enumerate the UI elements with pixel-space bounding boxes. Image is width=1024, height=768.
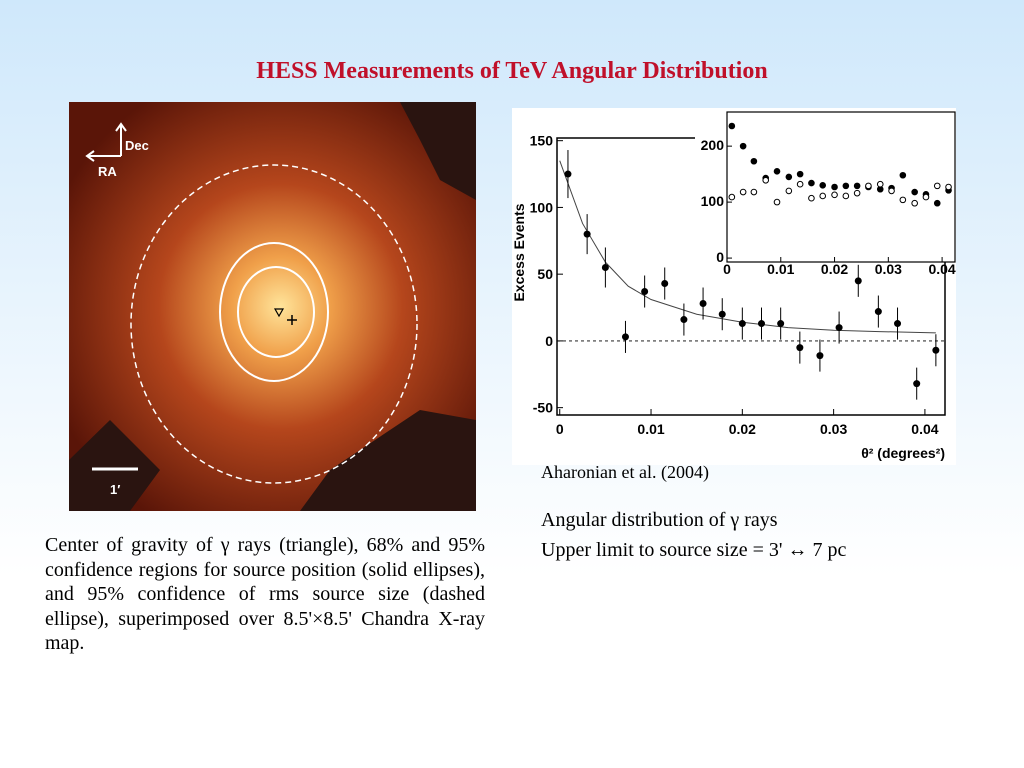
inset-point [911, 188, 918, 196]
x-axis-label: θ² (degrees²) [861, 445, 945, 461]
data-point [757, 320, 765, 328]
inset-point [911, 199, 918, 207]
inset-point [808, 179, 815, 187]
axis-frame [556, 137, 946, 416]
inset-point [762, 176, 770, 184]
data-point [816, 352, 824, 360]
note: Upper limit to source size = 3' ↔ 7 pc [541, 539, 847, 561]
inset-point [819, 192, 827, 200]
scale-label: 1′ [110, 482, 120, 497]
inset-point [739, 188, 747, 196]
map-caption: Center of gravity of γ rays (triangle), … [45, 534, 485, 654]
inset-point [796, 170, 804, 178]
inset-point [899, 196, 907, 204]
inset-point [865, 182, 872, 190]
inset-x-tick-label: 0.03 [875, 261, 902, 277]
inset-point [728, 122, 736, 130]
fit-curve [559, 160, 936, 334]
data-point [621, 333, 629, 341]
y-tick-label: 50 [537, 266, 553, 282]
inset-point [785, 173, 793, 181]
data-point [894, 320, 902, 328]
data-point [680, 316, 688, 324]
inset-x-tick-label: 0.02 [821, 261, 848, 277]
title: HESS Measurements of TeV Angular Distrib… [256, 58, 767, 84]
inset-point [773, 168, 781, 175]
x-tick-label: 0 [556, 421, 564, 437]
inset-point [899, 171, 907, 179]
data-point [932, 346, 940, 354]
x-tick-label: 0.03 [820, 421, 847, 437]
inset-point [876, 180, 884, 188]
data-point [777, 320, 785, 328]
inset-point [739, 142, 747, 150]
inset-point [796, 180, 804, 188]
data-point [796, 344, 804, 352]
data-point [854, 277, 862, 285]
y-tick-label: -50 [533, 400, 553, 416]
y-tick-label: 150 [530, 133, 554, 149]
credit: Aharonian et al. (2004) [541, 462, 709, 482]
inset-point [853, 182, 861, 190]
inset-point [750, 157, 758, 165]
xray-map [69, 102, 476, 511]
ra-label: RA [98, 164, 117, 179]
data-point [661, 280, 669, 288]
inset-point [785, 187, 793, 195]
inset-point [945, 183, 952, 191]
inset-x-tick-label: 0 [723, 261, 731, 277]
inset-point [819, 182, 827, 189]
inset-y-tick-label: 200 [701, 137, 725, 153]
inset-point [853, 189, 861, 197]
data-point [738, 320, 746, 328]
dec-label: Dec [125, 138, 149, 153]
data-point [913, 380, 921, 388]
y-axis-label: Excess Events [511, 203, 527, 301]
data-point [564, 170, 572, 178]
inset-point [842, 182, 850, 190]
data-point [601, 263, 609, 271]
inset-point [831, 191, 838, 199]
data-point [874, 308, 882, 316]
data-point [641, 288, 649, 296]
inset-point [842, 192, 850, 200]
x-tick-label: 0.02 [729, 421, 756, 437]
y-tick-label: 100 [530, 199, 554, 215]
inset-point [728, 193, 736, 201]
y-tick-label: 0 [545, 333, 553, 349]
inset-point [773, 198, 781, 206]
inset-point [888, 187, 895, 195]
inset-point [922, 193, 930, 201]
inset-point [808, 194, 815, 202]
inset-point [831, 183, 838, 191]
x-tick-label: 0.04 [911, 421, 938, 437]
inset-point [933, 182, 941, 190]
inset-point [933, 199, 941, 207]
inset-point [750, 188, 758, 196]
x-tick-label: 0.01 [637, 421, 664, 437]
data-point [583, 230, 591, 238]
inset-frame [726, 111, 956, 263]
data-point [699, 300, 707, 308]
inset-x-tick-label: 0.04 [928, 261, 955, 277]
note: Angular distribution of γ rays [541, 509, 778, 531]
inset-y-tick-label: 100 [701, 193, 725, 209]
inset-y-tick-label: 0 [716, 249, 724, 265]
data-point [718, 310, 726, 318]
data-point [835, 324, 843, 332]
inset-x-tick-label: 0.01 [767, 261, 794, 277]
